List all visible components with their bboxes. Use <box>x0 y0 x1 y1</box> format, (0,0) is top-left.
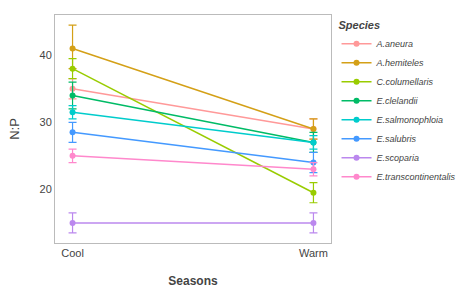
svg-text:40: 40 <box>40 49 52 61</box>
svg-text:A.hemiteles: A.hemiteles <box>376 58 425 68</box>
svg-text:E.salubris: E.salubris <box>377 134 417 144</box>
svg-text:E.clelandii: E.clelandii <box>377 96 419 106</box>
svg-text:Species: Species <box>339 19 381 31</box>
svg-text:A.aneura: A.aneura <box>376 39 414 49</box>
svg-text:20: 20 <box>40 183 52 195</box>
svg-text:C.columellaris: C.columellaris <box>377 77 434 87</box>
svg-text:E.transcontinentalis: E.transcontinentalis <box>377 172 456 182</box>
svg-text:E.scoparia: E.scoparia <box>377 153 420 163</box>
svg-text:Seasons: Seasons <box>168 274 218 288</box>
svg-text:Warm: Warm <box>299 247 328 259</box>
svg-text:N:P: N:P <box>7 118 22 140</box>
svg-text:Cool: Cool <box>61 247 84 259</box>
svg-text:30: 30 <box>40 116 52 128</box>
svg-text:E.salmonophloia: E.salmonophloia <box>377 115 444 125</box>
